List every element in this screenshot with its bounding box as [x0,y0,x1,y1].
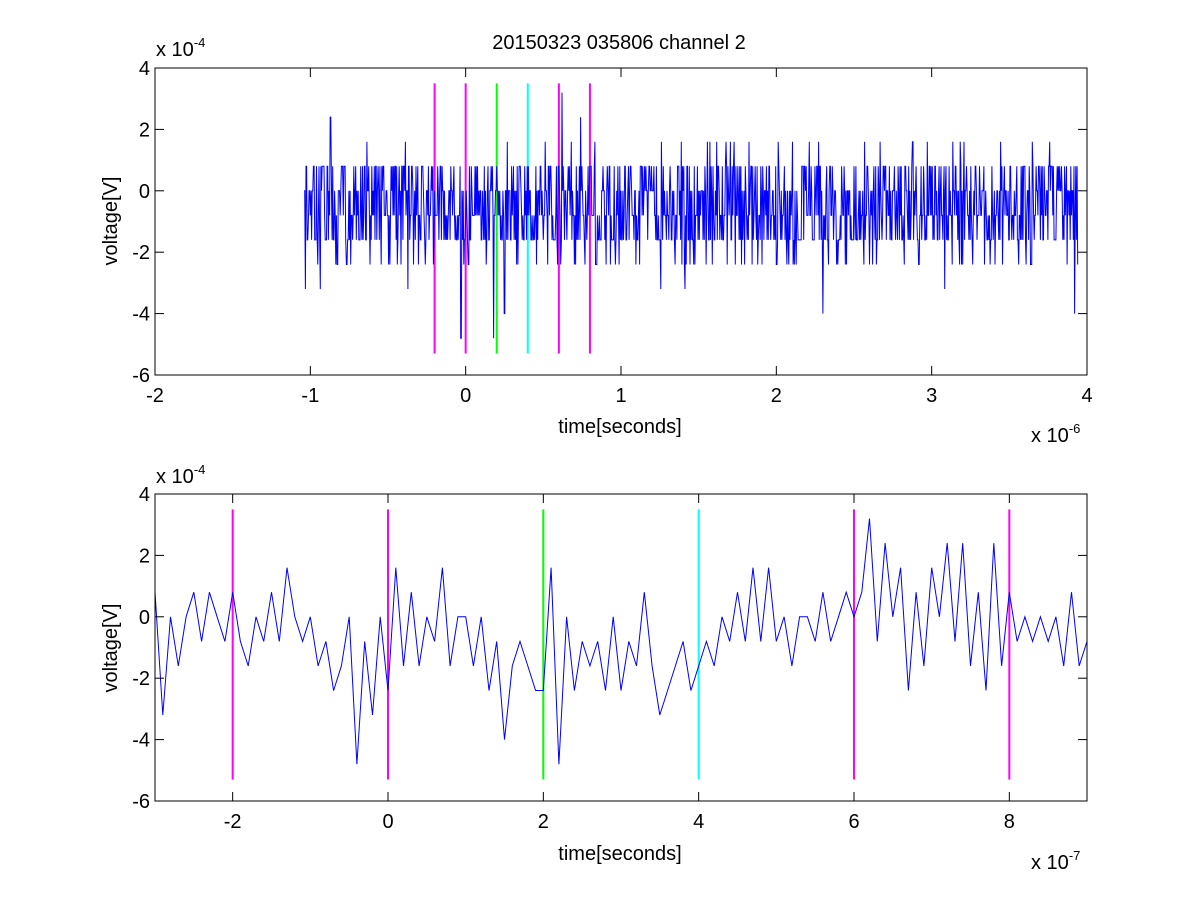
bottom-x-tick-label: -2 [224,811,242,833]
bottom-y-tick-label: -6 [132,791,150,813]
top-y-multiplier-base: x 10 [156,39,194,61]
bottom-y-multiplier-exponent: -4 [194,462,206,477]
bottom-x-multiplier-exponent: -7 [1069,848,1081,863]
bottom-axes-frame [154,493,1088,802]
bottom-x-tick-label: 0 [382,811,393,833]
bottom-y-tick-label: 0 [139,607,150,629]
bottom-x-tick-label: 2 [538,811,549,833]
top-y-tick-label: 0 [139,181,150,203]
bottom-x-tick-label: 6 [848,811,859,833]
top-x-multiplier-exponent: -6 [1069,421,1081,436]
bottom-y-tick-label: -4 [132,730,150,752]
bottom-x-tick-label: 4 [693,811,704,833]
top-x-multiplier-base: x 10 [1031,425,1069,447]
bottom-y-axis-label: voltage[V] [100,604,122,693]
top-y-tick-label: -6 [132,365,150,387]
bottom-marker-lines [231,509,1011,780]
bottom-x-tick-label: 8 [1004,811,1015,833]
top-axes: 20150323 035806 channel 2 x 10-4 -2 -1 0 1 2… [100,32,1093,447]
bottom-x-axis-label: time[seconds] [558,843,681,865]
top-x-tick-label: 1 [615,385,626,407]
top-x-tick-label: 2 [771,385,782,407]
top-y-tick-label: 4 [139,58,150,80]
top-y-tick-label: 2 [139,119,150,141]
top-x-tick-label: -2 [146,385,164,407]
bottom-y-tick-label: 2 [139,545,150,567]
top-x-axis-label: time[seconds] [558,416,681,438]
bottom-x-multiplier-base: x 10 [1031,852,1069,874]
bottom-voltage-trace [154,518,1088,765]
top-y-multiplier-exponent: -4 [194,35,206,50]
top-ticks: -2 -1 0 1 2 3 4 -6 -4 -2 0 2 4 [132,58,1092,407]
top-x-tick-label: 4 [1081,385,1092,407]
bottom-ticks: -2 0 2 4 6 8 -6 -4 -2 0 2 4 [132,484,1087,833]
top-x-tick-label: 3 [926,385,937,407]
top-x-tick-label: -1 [301,385,319,407]
top-chart-title: 20150323 035806 channel 2 [492,32,746,54]
top-y-axis-label: voltage[V] [100,177,122,266]
top-x-tick-label: 0 [460,385,471,407]
bottom-y-multiplier-base: x 10 [156,466,194,488]
top-x-multiplier: x 10-6 [1031,421,1080,447]
top-y-tick-label: -2 [132,242,150,264]
top-y-tick-label: -4 [132,304,150,326]
bottom-y-tick-label: -2 [132,668,150,690]
top-marker-lines [433,83,591,354]
bottom-x-multiplier: x 10-7 [1031,848,1080,874]
top-voltage-trace [304,92,1079,339]
top-y-multiplier: x 10-4 [156,35,205,61]
bottom-y-multiplier: x 10-4 [156,462,205,488]
bottom-y-tick-label: 4 [139,484,150,506]
